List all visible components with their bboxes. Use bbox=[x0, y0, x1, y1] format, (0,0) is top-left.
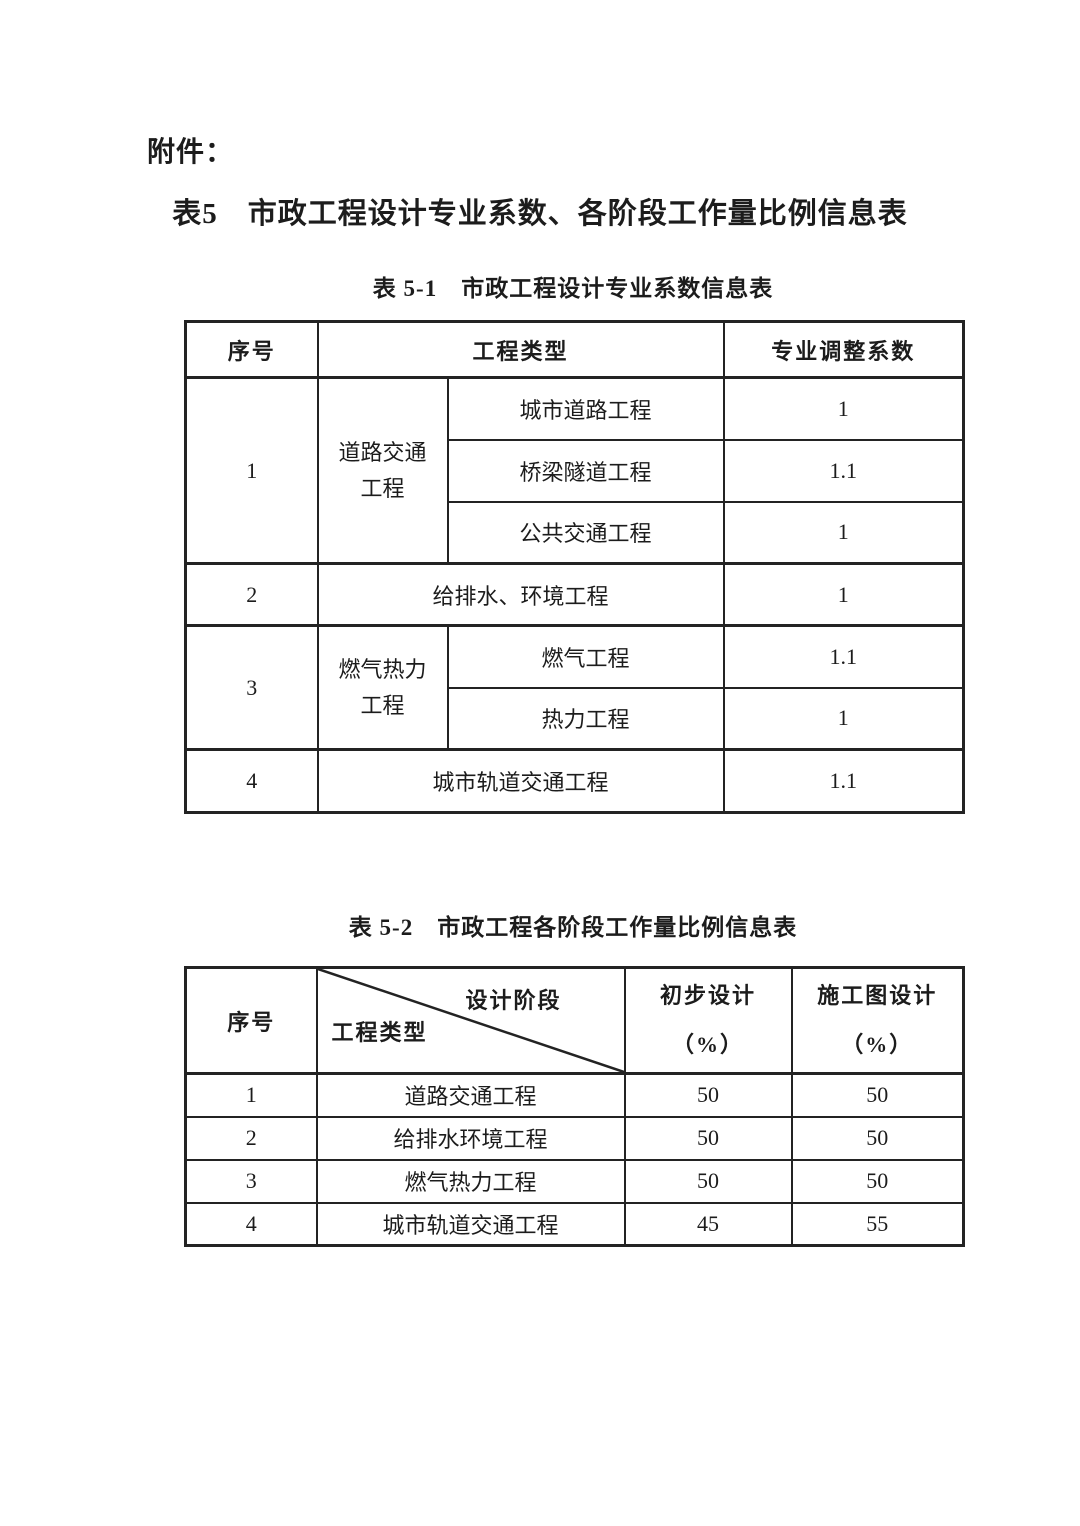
cell-group1-name: 道路交通 工程 bbox=[316, 376, 449, 565]
cell-construction-value: 55 bbox=[790, 1201, 965, 1247]
attachment-label: 附件： bbox=[147, 137, 235, 168]
cell-construction-value: 50 bbox=[790, 1072, 965, 1118]
table-row: 桥梁隧道工程 1.1 bbox=[186, 438, 965, 503]
page-title: 表5 市政工程设计专业系数、各阶段工作量比例信息表 bbox=[172, 198, 908, 230]
header-cell-index: 序号 bbox=[184, 966, 318, 1075]
cell-project-name: 城市轨道交通工程 bbox=[315, 1201, 626, 1247]
cell-group3-no: 3 bbox=[184, 624, 319, 751]
cell-coefficient: 1 bbox=[722, 562, 965, 627]
cell-group3-name: 燃气热力 工程 bbox=[316, 624, 449, 751]
table-row: 1 道路交通 工程 城市道路工程 1 bbox=[184, 376, 965, 565]
table-header-row: 序号 工程类型 专业调整系数 bbox=[184, 320, 965, 379]
cell-project-name: 给排水环境工程 bbox=[315, 1115, 626, 1161]
table-row: 2 给排水、环境工程 1 bbox=[184, 562, 965, 627]
table-header-row: 序号 设计阶段 工程类型 初步设计 （%） 施工图设计 （%） bbox=[184, 966, 965, 1075]
table-row: 公共交通工程 1 bbox=[186, 500, 965, 565]
cell-no: 4 bbox=[184, 1201, 318, 1247]
table-5-1: 序号 工程类型 专业调整系数 1 道路交通 工程 城市道路工程 1 桥梁隧道工程… bbox=[184, 320, 966, 814]
header-cell-preliminary-design: 初步设计 （%） bbox=[623, 966, 793, 1075]
cell-row4-name: 城市轨道交通工程 bbox=[316, 748, 725, 814]
table-row: 1 道路交通工程 50 50 bbox=[184, 1072, 965, 1118]
cell-no: 2 bbox=[184, 1115, 318, 1161]
cell-row4-no: 4 bbox=[184, 748, 319, 814]
header-cell-type: 工程类型 bbox=[316, 320, 725, 379]
header-cell-construction-drawing: 施工图设计 （%） bbox=[790, 966, 965, 1075]
table-row: 3 燃气热力工程 50 50 bbox=[184, 1158, 965, 1204]
cell-sub-name: 城市道路工程 bbox=[446, 376, 725, 441]
cell-project-name: 燃气热力工程 bbox=[315, 1158, 626, 1204]
cell-row2-name: 给排水、环境工程 bbox=[316, 562, 725, 627]
cell-coefficient: 1.1 bbox=[722, 438, 965, 503]
cell-preliminary-value: 45 bbox=[623, 1201, 793, 1247]
cell-sub-name: 公共交通工程 bbox=[446, 500, 725, 565]
cell-coefficient: 1.1 bbox=[722, 624, 965, 689]
cell-preliminary-value: 50 bbox=[623, 1158, 793, 1204]
cell-preliminary-value: 50 bbox=[623, 1115, 793, 1161]
table-5-2-caption: 表 5-2 市政工程各阶段工作量比例信息表 bbox=[348, 915, 798, 940]
cell-group1-no: 1 bbox=[184, 376, 319, 565]
diagonal-label-project-type: 工程类型 bbox=[331, 1020, 428, 1045]
table-row: 4 城市轨道交通工程 1.1 bbox=[184, 748, 965, 814]
cell-preliminary-value: 50 bbox=[623, 1072, 793, 1118]
cell-sub-name: 燃气工程 bbox=[446, 624, 725, 689]
table-row: 2 给排水环境工程 50 50 bbox=[184, 1115, 965, 1161]
cell-sub-name: 桥梁隧道工程 bbox=[446, 438, 725, 503]
table-row: 3 燃气热力 工程 燃气工程 1.1 bbox=[184, 624, 965, 751]
cell-no: 1 bbox=[184, 1072, 318, 1118]
cell-sub-name: 热力工程 bbox=[446, 686, 725, 751]
cell-coefficient: 1.1 bbox=[722, 748, 965, 814]
table-row: 热力工程 1 bbox=[186, 686, 965, 751]
diagonal-header-cell: 设计阶段 工程类型 bbox=[315, 966, 626, 1075]
diagonal-line-icon bbox=[318, 969, 624, 1072]
header-cell-index: 序号 bbox=[184, 320, 319, 379]
header-cell-coefficient: 专业调整系数 bbox=[722, 320, 965, 379]
cell-coefficient: 1 bbox=[722, 500, 965, 565]
diagonal-label-design-stage: 设计阶段 bbox=[465, 988, 562, 1013]
cell-coefficient: 1 bbox=[722, 376, 965, 441]
table-row: 4 城市轨道交通工程 45 55 bbox=[184, 1201, 965, 1247]
cell-construction-value: 50 bbox=[790, 1115, 965, 1161]
cell-row2-no: 2 bbox=[184, 562, 319, 627]
cell-project-name: 道路交通工程 bbox=[315, 1072, 626, 1118]
cell-construction-value: 50 bbox=[790, 1158, 965, 1204]
table-5-1-caption: 表 5-1 市政工程设计专业系数信息表 bbox=[372, 276, 774, 301]
table-5-2: 序号 设计阶段 工程类型 初步设计 （%） 施工图设计 （%） 1 道路交通工程… bbox=[184, 966, 965, 1247]
cell-no: 3 bbox=[184, 1158, 318, 1204]
cell-coefficient: 1 bbox=[722, 686, 965, 751]
